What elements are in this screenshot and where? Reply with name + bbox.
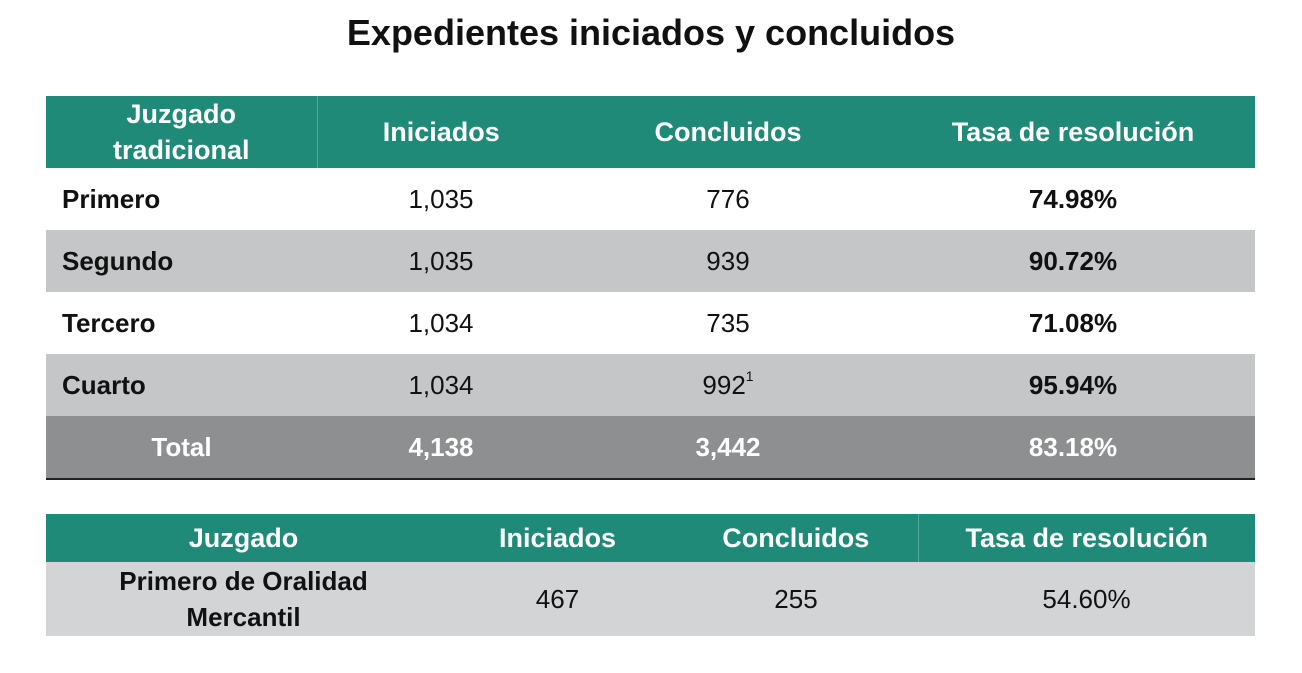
header-concluidos: Concluidos (674, 514, 918, 562)
footnote-marker: 1 (745, 367, 754, 384)
table-row: Cuarto 1,034 9921 95.94% (46, 354, 1255, 416)
table-row: Primero 1,035 776 74.98% (46, 168, 1255, 230)
total-tasa: 83.18% (891, 416, 1255, 479)
header-concluidos: Concluidos (565, 96, 891, 168)
table-row: Segundo 1,035 939 90.72% (46, 230, 1255, 292)
total-row: Total 4,138 3,442 83.18% (46, 416, 1255, 479)
row-concluidos: 776 (565, 168, 891, 230)
juzgado-tradicional-table: Juzgado tradicional Iniciados Concluidos… (46, 96, 1255, 480)
row-concluidos-cell: 9921 (565, 354, 891, 416)
header-tasa-resolucion: Tasa de resolución (917, 514, 1255, 562)
row-concluidos: 939 (565, 230, 891, 292)
row-concluidos: 735 (565, 292, 891, 354)
row-concluidos: 255 (674, 562, 918, 636)
row-iniciados: 1,034 (317, 354, 565, 416)
total-label: Total (46, 416, 317, 479)
table-header-row: Juzgado Iniciados Concluidos Tasa de res… (46, 514, 1255, 562)
row-iniciados: 1,035 (317, 168, 565, 230)
row-name: Tercero (46, 292, 317, 354)
row-tasa: 54.60% (918, 562, 1255, 636)
row-iniciados: 1,035 (317, 230, 565, 292)
row-iniciados: 467 (441, 562, 674, 636)
table-row: Primero de Oralidad Mercantil 467 255 54… (46, 562, 1255, 636)
row-name: Primero (46, 168, 317, 230)
oralidad-mercantil-table: Juzgado Iniciados Concluidos Tasa de res… (46, 514, 1255, 636)
row-tasa: 74.98% (891, 168, 1255, 230)
row-tasa: 71.08% (891, 292, 1255, 354)
total-concluidos: 3,442 (565, 416, 891, 479)
header-iniciados: Iniciados (441, 514, 674, 562)
page-title: Expedientes iniciados y concluidos (346, 12, 956, 53)
table-row: Tercero 1,034 735 71.08% (46, 292, 1255, 354)
row-name: Segundo (46, 230, 317, 292)
row-name: Cuarto (46, 354, 317, 416)
header-juzgado-tradicional: Juzgado tradicional (46, 96, 317, 168)
table-header-row: Juzgado tradicional Iniciados Concluidos… (46, 96, 1255, 168)
row-iniciados: 1,034 (317, 292, 565, 354)
header-juzgado: Juzgado (46, 514, 441, 562)
row-tasa: 90.72% (891, 230, 1255, 292)
row-name: Primero de Oralidad Mercantil (46, 562, 441, 636)
row-tasa: 95.94% (891, 354, 1255, 416)
header-iniciados: Iniciados (316, 96, 565, 168)
row-concluidos: 992 (702, 369, 746, 400)
total-iniciados: 4,138 (317, 416, 565, 479)
header-tasa-resolucion: Tasa de resolución (891, 96, 1255, 168)
